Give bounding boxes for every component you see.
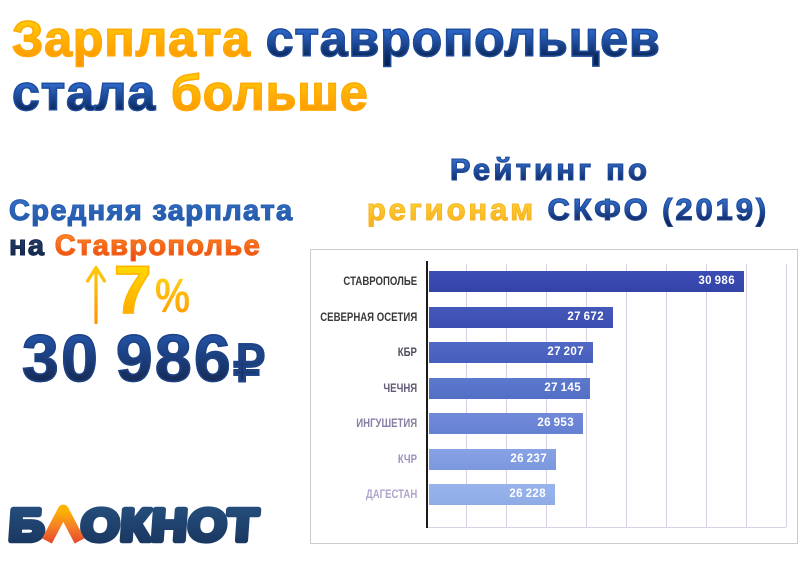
- svg-text:БЛОКНОТ: БЛОКНОТ: [7, 501, 260, 551]
